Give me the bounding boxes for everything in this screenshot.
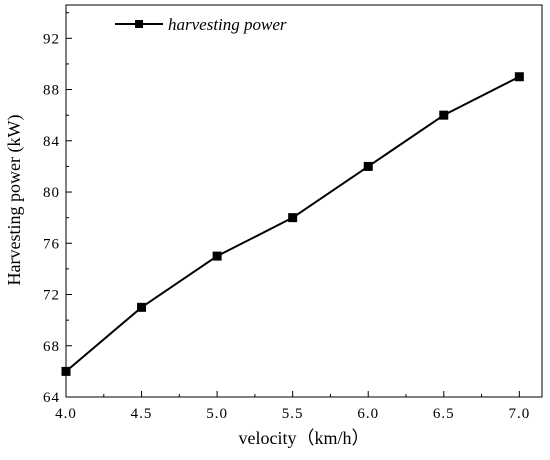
y-axis-ticks: 64 68 72 76 80 84 88 92 xyxy=(43,12,72,406)
series-line xyxy=(65,75,520,373)
data-point xyxy=(288,213,298,223)
y-tick-label: 92 xyxy=(43,31,60,47)
x-axis-ticks: 4.0 4.5 5.0 5.5 6.0 6.5 7.0 xyxy=(55,391,530,422)
data-point xyxy=(439,110,449,120)
y-axis-title: Harvesting power (kW) xyxy=(4,115,25,286)
x-axis-title: velocity（km/h） xyxy=(239,428,370,448)
x-tick-label: 5.0 xyxy=(206,406,228,422)
data-point xyxy=(363,161,373,171)
y-tick-label: 68 xyxy=(43,339,60,355)
data-point xyxy=(514,72,524,82)
x-tick-label: 4.5 xyxy=(131,406,153,422)
legend-label: harvesting power xyxy=(168,15,287,34)
plot-frame xyxy=(65,4,543,398)
data-point xyxy=(137,302,147,312)
legend-marker xyxy=(135,20,143,28)
x-tick-label: 6.0 xyxy=(357,406,379,422)
data-point xyxy=(61,366,71,376)
y-tick-label: 84 xyxy=(43,134,60,150)
data-point xyxy=(212,251,222,261)
series-group xyxy=(61,72,524,376)
y-tick-label: 76 xyxy=(43,236,60,252)
y-tick-label: 72 xyxy=(43,288,60,304)
x-tick-label: 5.5 xyxy=(282,406,304,422)
y-tick-label: 88 xyxy=(43,83,60,99)
x-tick-label: 6.5 xyxy=(433,406,455,422)
x-tick-label: 7.0 xyxy=(508,406,530,422)
legend: harvesting power xyxy=(115,15,287,34)
y-tick-label: 64 xyxy=(43,390,60,406)
x-tick-label: 4.0 xyxy=(55,406,77,422)
y-tick-label: 80 xyxy=(43,185,60,201)
